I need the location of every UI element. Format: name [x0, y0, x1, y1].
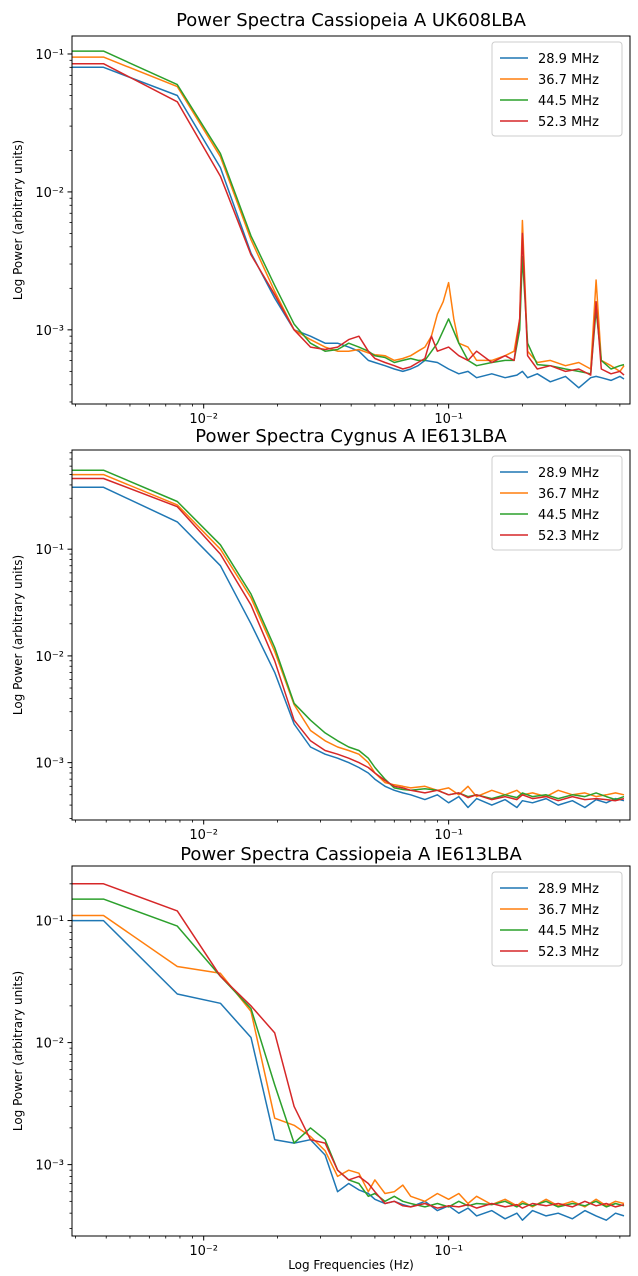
- y-tick-label: 10⁻¹: [35, 48, 64, 63]
- chart-panel-2: Power Spectra Cassiopeia A IE613LBA Log P…: [11, 844, 631, 1272]
- legend: 28.9 MHz 36.7 MHz 44.5 MHz 52.3 MHz: [491, 41, 623, 137]
- y-tick-label: 10⁻¹: [35, 915, 64, 930]
- legend-label-0: 28.9 MHz: [538, 466, 599, 481]
- legend-label-3: 52.3 MHz: [538, 945, 599, 960]
- legend-label-1: 36.7 MHz: [538, 487, 599, 502]
- x-axis-label: Log Frequencies (Hz): [288, 1258, 414, 1272]
- chart-panel-0: Power Spectra Cassiopeia A UK608LBA Log P…: [11, 10, 631, 427]
- legend-label-2: 44.5 MHz: [538, 508, 599, 523]
- series-lines: [72, 883, 625, 1221]
- series-line-2: [72, 898, 625, 1208]
- chart-title: Power Spectra Cassiopeia A UK608LBA: [176, 10, 527, 31]
- y-axis-label: Log Power (arbitrary units): [11, 140, 25, 300]
- x-tick-label: 10⁻¹: [434, 828, 463, 843]
- legend-label-3: 52.3 MHz: [538, 115, 599, 130]
- legend: 28.9 MHz 36.7 MHz 44.5 MHz 52.3 MHz: [491, 871, 623, 967]
- series-line-0: [72, 486, 625, 809]
- series-line-1: [72, 56, 625, 373]
- legend-label-1: 36.7 MHz: [538, 903, 599, 918]
- legend-box: [491, 41, 623, 137]
- x-tick-label: 10⁻²: [189, 412, 218, 427]
- y-axis-label: Log Power (arbitrary units): [11, 555, 25, 715]
- chart-title: Power Spectra Cassiopeia A IE613LBA: [180, 844, 522, 865]
- legend-box: [491, 455, 623, 551]
- x-tick-label: 10⁻²: [189, 1244, 218, 1259]
- legend: 28.9 MHz 36.7 MHz 44.5 MHz 52.3 MHz: [491, 455, 623, 551]
- y-axis-label: Log Power (arbitrary units): [11, 971, 25, 1131]
- series-lines: [72, 469, 625, 809]
- legend-label-0: 28.9 MHz: [538, 882, 599, 897]
- series-line-3: [72, 883, 625, 1209]
- y-tick-label: 10⁻¹: [35, 543, 64, 558]
- legend-label-3: 52.3 MHz: [538, 529, 599, 544]
- y-tick-label: 10⁻²: [35, 650, 64, 665]
- series-line-1: [72, 473, 625, 798]
- y-tick-label: 10⁻²: [35, 1037, 64, 1052]
- plot-frame: [71, 35, 631, 405]
- x-tick-label: 10⁻¹: [434, 412, 463, 427]
- legend-label-2: 44.5 MHz: [538, 94, 599, 109]
- legend-label-2: 44.5 MHz: [538, 924, 599, 939]
- y-tick-label: 10⁻²: [35, 186, 64, 201]
- series-line-3: [72, 477, 625, 802]
- plot-frame: [71, 449, 631, 821]
- series-line-3: [72, 62, 625, 376]
- series-line-2: [72, 469, 625, 801]
- x-tick-label: 10⁻²: [189, 828, 218, 843]
- series-line-1: [72, 914, 625, 1208]
- series-lines: [72, 50, 625, 389]
- chart-title: Power Spectra Cygnus A IE613LBA: [195, 426, 507, 447]
- chart-panel-1: Power Spectra Cygnus A IE613LBA Log Power…: [11, 426, 631, 843]
- y-tick-label: 10⁻³: [35, 324, 64, 339]
- legend-label-0: 28.9 MHz: [538, 52, 599, 67]
- series-line-2: [72, 50, 625, 375]
- y-tick-label: 10⁻³: [35, 1159, 64, 1174]
- plot-frame: [71, 865, 631, 1237]
- x-tick-label: 10⁻¹: [434, 1244, 463, 1259]
- y-tick-label: 10⁻³: [35, 757, 64, 772]
- legend-box: [491, 871, 623, 967]
- legend-label-1: 36.7 MHz: [538, 73, 599, 88]
